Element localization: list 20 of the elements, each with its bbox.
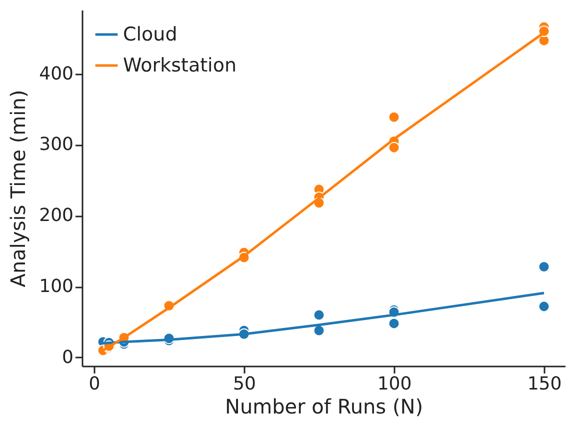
point (538, 300, 550, 312)
x-tick-label: 150 (527, 374, 562, 394)
point (388, 111, 400, 123)
y-tick-label: 100 (39, 276, 74, 298)
point (313, 309, 325, 321)
y-tick-label: 300 (39, 134, 74, 156)
x-axis-title: Number of Runs (N) (224, 394, 424, 418)
point (313, 324, 325, 336)
point (388, 318, 400, 330)
y-tick-label: 200 (39, 205, 74, 226)
y-axis-title: Analysis Time (min) (6, 90, 30, 288)
y-tick-label: 400 (39, 63, 74, 84)
x-tick-label: 0 (88, 374, 100, 394)
y-tick-label: 0 (62, 346, 74, 368)
legend-label: Cloud (123, 24, 178, 46)
x-tick-label: 50 (233, 374, 256, 394)
point (538, 260, 550, 272)
legend-label: Workstation (123, 54, 236, 76)
x-tick-label: 100 (377, 374, 412, 394)
point (388, 142, 400, 154)
